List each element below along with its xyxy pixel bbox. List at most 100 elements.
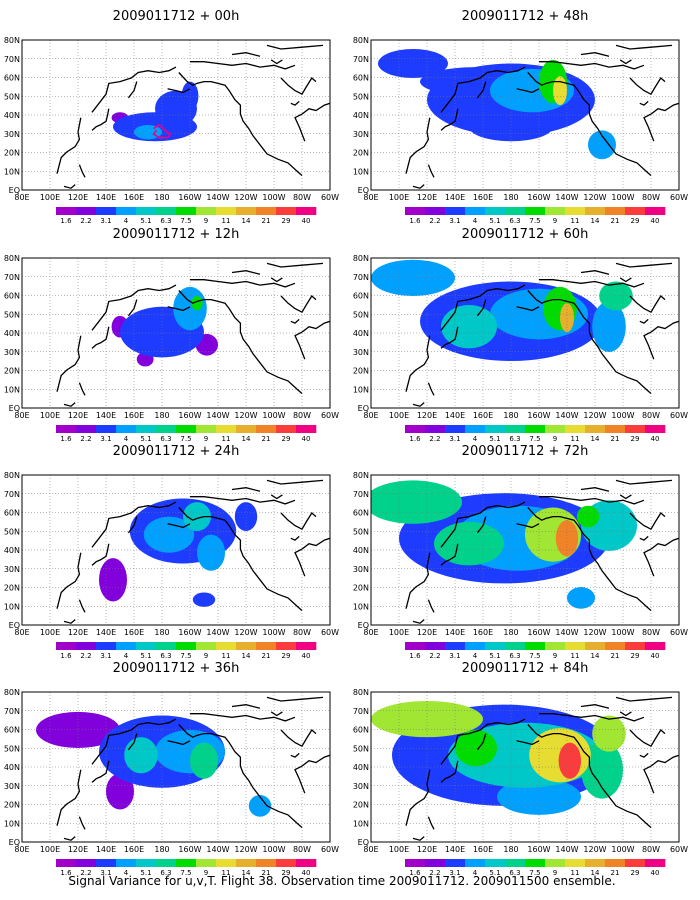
coastline — [639, 100, 649, 106]
colorbar-label: 5.1 — [489, 869, 500, 877]
colorbar-label: 7.5 — [529, 869, 540, 877]
x-tick-label: 100W — [611, 193, 634, 202]
colorbar-swatch — [56, 642, 77, 650]
colorbar-label: 21 — [611, 435, 620, 443]
y-tick-label: 70N — [4, 55, 20, 64]
coastline — [615, 262, 673, 268]
colorbar-swatch — [605, 642, 626, 650]
colorbar-swatch — [256, 425, 277, 433]
x-tick-label: 120W — [234, 193, 257, 202]
colorbar-swatch — [445, 642, 466, 650]
coastline — [643, 765, 655, 794]
colorbar-label: 5.1 — [140, 217, 151, 225]
y-tick-label: EQ — [9, 621, 20, 630]
variance-contour — [567, 587, 595, 609]
map-frame — [370, 257, 680, 409]
x-tick-label: 140W — [206, 628, 229, 637]
colorbar-swatch — [56, 859, 77, 867]
x-tick-label: 180 — [154, 628, 169, 637]
colorbar-label: 9 — [553, 217, 557, 225]
colorbar-swatch — [545, 425, 566, 433]
x-tick-label: 100W — [262, 845, 285, 854]
x-tick-label: 80W — [293, 628, 311, 637]
colorbar-label: 29 — [631, 435, 640, 443]
coastline — [412, 836, 425, 841]
coastline — [629, 295, 666, 314]
coastline — [270, 59, 283, 65]
y-tick-label: 60N — [4, 509, 20, 518]
coastline — [643, 331, 655, 360]
y-tick-label: 30N — [4, 348, 20, 357]
colorbar-swatch — [256, 642, 277, 650]
colorbar-label: 4 — [473, 435, 478, 443]
colorbar-swatch — [645, 425, 666, 433]
colorbar-label: 21 — [611, 652, 620, 660]
colorbar-swatch — [425, 642, 446, 650]
colorbar-swatch — [585, 642, 606, 650]
y-tick-label: 70N — [353, 490, 369, 499]
colorbar-label: 21 — [611, 217, 620, 225]
x-tick-label: 140E — [96, 411, 116, 420]
coastline — [127, 516, 138, 534]
y-tick-label: 80N — [353, 254, 369, 263]
coastline — [615, 44, 673, 50]
coastline — [266, 262, 324, 268]
y-tick-label: EQ — [358, 404, 369, 413]
colorbar-label: 4 — [124, 435, 129, 443]
y-tick-label: 20N — [4, 801, 20, 810]
coastline — [412, 619, 425, 624]
variance-contour — [190, 742, 218, 779]
x-tick-label: 140E — [96, 193, 116, 202]
forecast-panel: 2009011712 + 00h 80E 100E 120E 140E 160E 180 16… — [4, 9, 339, 225]
x-tick-label: 120W — [234, 411, 257, 420]
coastline — [91, 284, 177, 331]
colorbar-label: 11 — [222, 652, 231, 660]
variance-contour — [371, 259, 455, 296]
colorbar-swatch — [196, 425, 217, 433]
y-tick-label: 40N — [353, 763, 369, 772]
x-tick-label: 180 — [503, 193, 518, 202]
colorbar-swatch — [236, 425, 257, 433]
panel-title: 2009011712 + 84h — [462, 661, 589, 676]
coastline — [580, 704, 610, 709]
colorbar-label: 21 — [262, 869, 271, 877]
coastline — [412, 402, 425, 407]
coastline — [190, 713, 296, 722]
colorbar-swatch — [585, 425, 606, 433]
variance-contour — [497, 778, 581, 815]
colorbar-swatch — [645, 859, 666, 867]
coastline — [650, 102, 679, 115]
colorbar-label: 2.2 — [429, 217, 440, 225]
x-tick-label: 100W — [611, 628, 634, 637]
forecast-panel: 2009011712 + 12h 80E 100E 120E 140E 160E 180 16… — [4, 227, 339, 443]
colorbar-label: 4 — [473, 217, 478, 225]
colorbar-swatch — [136, 642, 157, 650]
x-tick-label: 140W — [206, 845, 229, 854]
variance-contour — [99, 558, 127, 602]
coastline — [615, 696, 673, 702]
colorbar-label: 3.1 — [100, 435, 111, 443]
coastline — [91, 718, 177, 765]
colorbar-label: 6.3 — [160, 217, 171, 225]
coastline — [56, 552, 82, 609]
x-tick-label: 60W — [670, 845, 688, 854]
coastline — [539, 496, 645, 505]
coastline — [440, 501, 526, 548]
x-tick-label: 80W — [642, 411, 660, 420]
coastlines — [405, 479, 679, 624]
colorbar-label: 11 — [222, 217, 231, 225]
x-tick-label: 120E — [68, 845, 88, 854]
colorbar-label: 1.6 — [409, 435, 421, 443]
coastline — [78, 164, 86, 178]
coastline — [476, 733, 487, 751]
colorbar-swatch — [425, 207, 446, 215]
colorbar-swatch — [645, 207, 666, 215]
coastline — [280, 729, 317, 748]
colorbar-label: 29 — [631, 217, 640, 225]
colorbar-label: 3.1 — [100, 217, 111, 225]
colorbar-label: 3.1 — [100, 869, 111, 877]
colorbar-swatch — [445, 425, 466, 433]
colorbar-swatch — [625, 642, 646, 650]
colorbar-label: 1.6 — [409, 652, 421, 660]
y-tick-label: 30N — [4, 130, 20, 139]
